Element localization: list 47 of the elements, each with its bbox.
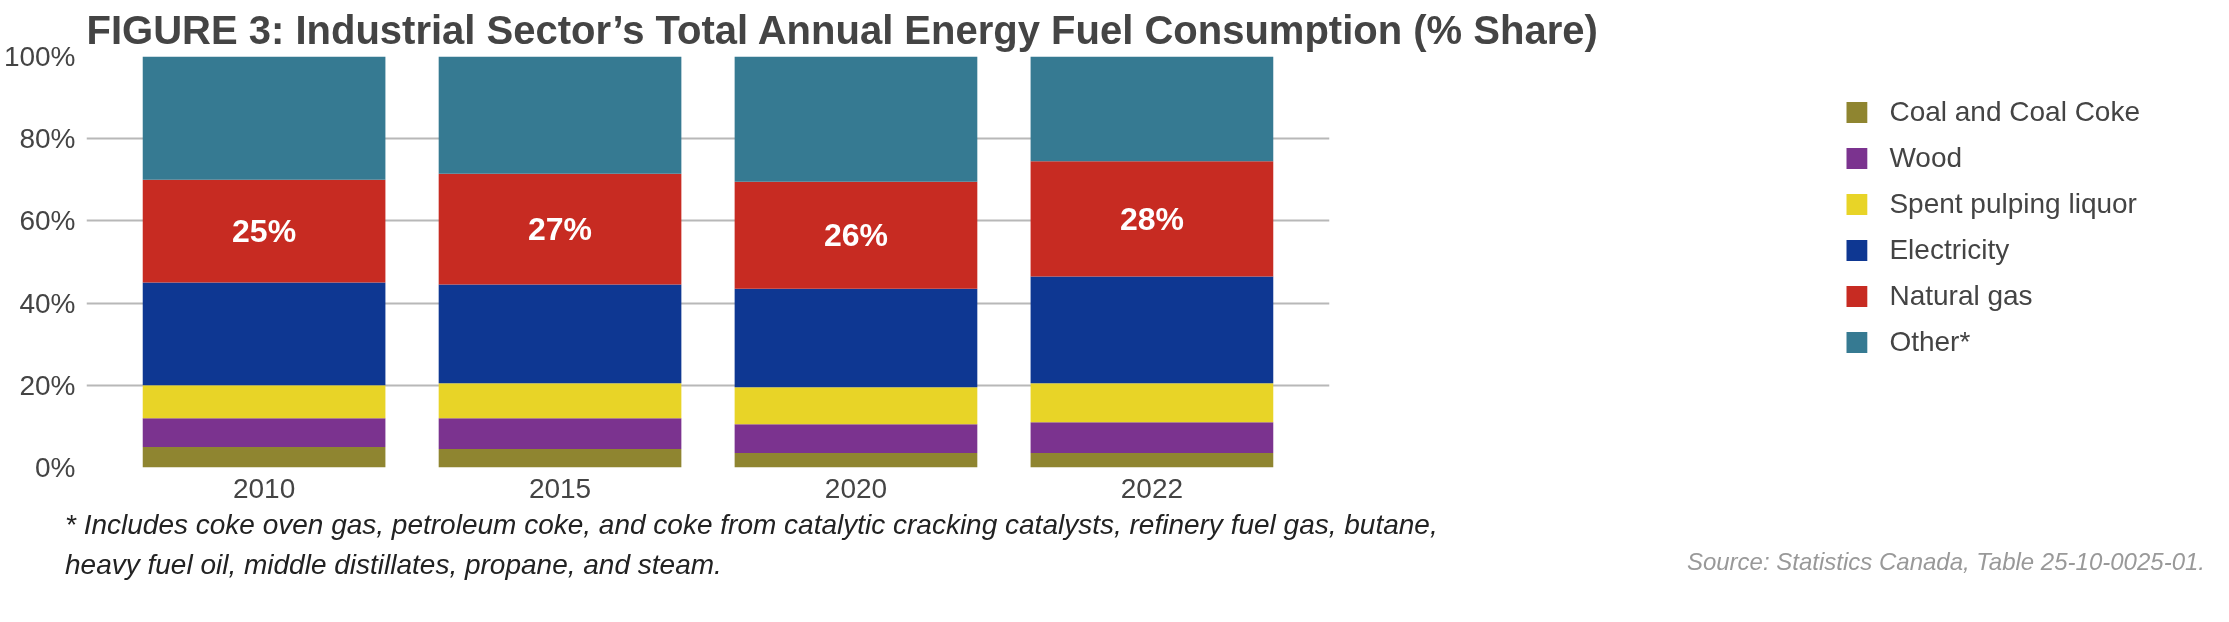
data-label: 26%	[823, 217, 888, 254]
bar	[1030, 56, 1274, 162]
y-tick-label: 40%	[19, 287, 76, 319]
bar	[438, 173, 682, 285]
data-label: 28%	[1119, 200, 1184, 237]
bar	[142, 446, 386, 468]
bar	[734, 453, 978, 468]
text: * Includes coke oven gas, petroleum coke, and coke from catalytic cracking catalysts, refinery fuel gas, butane, heavy fuel oil, middle distillates, propane, and steam.	[65, 508, 1439, 582]
data-label: 27%	[528, 211, 593, 248]
bar	[1030, 161, 1274, 277]
bar	[438, 284, 682, 384]
bar	[1030, 453, 1274, 468]
y-tick-label: 60%	[19, 205, 76, 237]
source-note: Source: Statistics Canada, Table 25-10-0025-01.	[1686, 547, 2205, 577]
y-tick-label: 80%	[19, 123, 76, 155]
y-tick-label: 0%	[35, 452, 76, 483]
bar	[734, 288, 978, 388]
x-tick-label: 2020	[824, 472, 888, 504]
bar	[1030, 276, 1274, 384]
legend-label: Wood	[1889, 142, 1963, 174]
legend-label: Natural gas	[1889, 280, 2033, 312]
bar	[734, 56, 978, 182]
x-tick-label: 2010	[232, 472, 296, 504]
legend-label: Coal and Coal Coke	[1889, 96, 2140, 128]
bar	[438, 383, 682, 419]
bar	[734, 387, 978, 425]
legend-label: Electricity	[1889, 234, 2010, 266]
x-tick-label: 2022	[1120, 472, 1184, 504]
bar	[734, 424, 978, 454]
bar	[142, 418, 386, 447]
bar	[438, 56, 682, 174]
bar	[1030, 422, 1274, 454]
chart-title: FIGURE 3: Industrial Sector’s Total Annual Energy Fuel Consumption (% Share)	[86, 7, 1598, 52]
legend-label: Spent pulping liquor	[1889, 188, 2137, 220]
data-label: 25%	[232, 213, 297, 250]
bar	[142, 179, 386, 283]
bar	[142, 282, 386, 386]
bar	[438, 418, 682, 450]
bar	[1030, 383, 1274, 423]
legend-label: Other*	[1889, 326, 1971, 358]
bar	[142, 56, 386, 180]
bar	[438, 449, 682, 468]
bar	[142, 385, 386, 419]
x-tick-label: 2015	[528, 472, 592, 504]
y-tick-label: 100%	[3, 41, 76, 72]
bar	[734, 181, 978, 289]
y-tick-label: 20%	[19, 369, 76, 401]
